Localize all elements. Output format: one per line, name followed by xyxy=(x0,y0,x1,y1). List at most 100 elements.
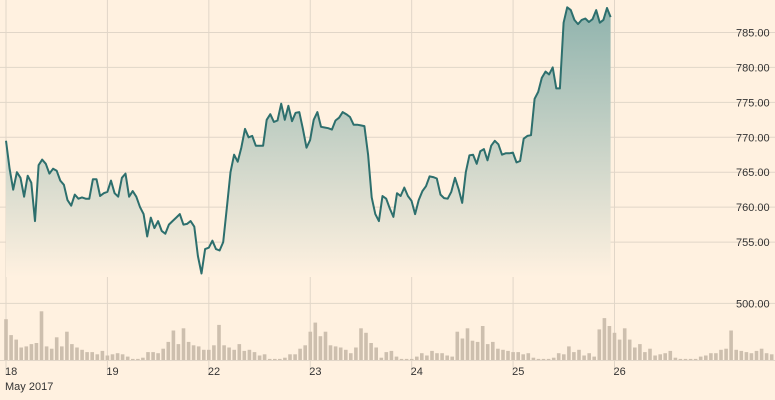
volume-bar xyxy=(105,355,110,360)
volume-bar xyxy=(404,358,409,360)
date-tick-label: 25 xyxy=(512,366,524,378)
volume-bar xyxy=(480,326,485,360)
date-tick-label: 22 xyxy=(208,366,220,378)
volume-bar xyxy=(303,345,307,360)
volume-bar xyxy=(678,358,683,360)
date-tick-label: 18 xyxy=(5,366,17,378)
volume-bar xyxy=(136,358,140,360)
month-year-label: May 2017 xyxy=(5,381,53,393)
volume-bar xyxy=(273,358,277,360)
volume-bar xyxy=(526,353,531,360)
volume-bar xyxy=(501,349,505,360)
volume-bar xyxy=(227,347,231,360)
volume-bar xyxy=(754,350,759,360)
volume-bar xyxy=(242,350,247,360)
price-tick-label: 780.00 xyxy=(736,62,770,74)
volume-bar xyxy=(354,347,358,360)
volume-bar xyxy=(516,352,520,360)
volume-bar xyxy=(607,326,612,360)
volume-bar xyxy=(612,332,617,360)
volume-bar xyxy=(338,347,343,360)
volume-bar xyxy=(582,355,586,360)
volume-tick-label: 500.00 xyxy=(736,298,770,310)
volume-bar xyxy=(460,338,465,360)
volume-bar xyxy=(34,343,39,360)
volume-bar xyxy=(29,344,34,360)
volume-bar xyxy=(693,358,698,360)
volume-bar xyxy=(430,350,434,360)
volume-bar xyxy=(191,345,196,360)
volume-bar xyxy=(506,350,510,360)
volume-bar xyxy=(65,331,69,360)
volume-bar xyxy=(749,353,754,360)
volume-bar xyxy=(222,345,226,360)
volume-bar xyxy=(60,346,64,360)
volume-bar xyxy=(298,348,302,360)
volume-bar xyxy=(698,356,703,360)
volume-bar xyxy=(308,331,313,360)
volume-bar xyxy=(323,331,328,360)
volume-bar xyxy=(202,349,206,360)
volume-bar xyxy=(587,353,591,360)
volume-bar xyxy=(217,324,221,360)
volume-bar xyxy=(759,348,764,360)
volume-bar xyxy=(729,330,733,360)
volume-bar xyxy=(653,355,657,360)
price-axis-labels: 755.00 760.00 765.00 770.00 775.00 780.00 785.… xyxy=(736,27,770,249)
volume-bar xyxy=(389,350,394,360)
volume-bar xyxy=(663,353,667,360)
volume-bar xyxy=(572,352,576,360)
volume-bar xyxy=(115,353,120,360)
volume-bar xyxy=(120,354,125,360)
volume-bar xyxy=(141,357,145,360)
volume-bar xyxy=(567,346,571,360)
volume-bar xyxy=(288,354,292,360)
volume-bar xyxy=(638,344,642,360)
volume-bar xyxy=(531,357,536,360)
volume-bar xyxy=(257,355,262,360)
volume-bar xyxy=(617,339,622,360)
volume-bar xyxy=(470,340,475,360)
price-area-fill xyxy=(6,7,611,278)
volume-bar xyxy=(39,311,44,360)
volume-bar xyxy=(704,355,708,360)
volume-bar xyxy=(364,332,368,360)
volume-bar xyxy=(24,346,29,360)
volume-bar xyxy=(445,355,449,360)
volume-bar xyxy=(658,354,662,360)
grid-lines xyxy=(0,0,775,374)
volume-bar xyxy=(349,353,353,360)
volume-bar xyxy=(683,358,688,360)
volume-bar xyxy=(714,353,718,360)
volume-bar xyxy=(455,331,460,360)
volume-bar xyxy=(171,330,176,360)
volume-bar xyxy=(49,348,54,360)
price-line-group xyxy=(5,6,612,275)
volume-bar xyxy=(562,354,566,360)
volume-bar xyxy=(536,358,541,360)
volume-bar xyxy=(151,352,155,360)
volume-bar xyxy=(278,358,282,360)
volume-bar xyxy=(44,346,49,360)
volume-bar xyxy=(328,345,333,360)
volume-bar xyxy=(333,346,338,360)
volume-bar xyxy=(719,349,723,360)
price-tick-label: 770.00 xyxy=(736,132,770,144)
volume-bar xyxy=(597,329,602,360)
volume-bar xyxy=(764,353,769,360)
volume-bar xyxy=(384,352,389,360)
volume-bar xyxy=(734,349,738,360)
volume-bar xyxy=(541,358,546,360)
volume-bar xyxy=(344,349,348,360)
price-line xyxy=(5,6,612,275)
volume-bar xyxy=(176,344,181,360)
volume-bar xyxy=(435,353,439,360)
volume-bar xyxy=(511,352,515,360)
volume-bar xyxy=(440,353,444,360)
volume-bar xyxy=(475,341,480,360)
volume-bar xyxy=(100,350,105,360)
volume-bar xyxy=(19,347,23,360)
volume-bar xyxy=(769,354,774,360)
